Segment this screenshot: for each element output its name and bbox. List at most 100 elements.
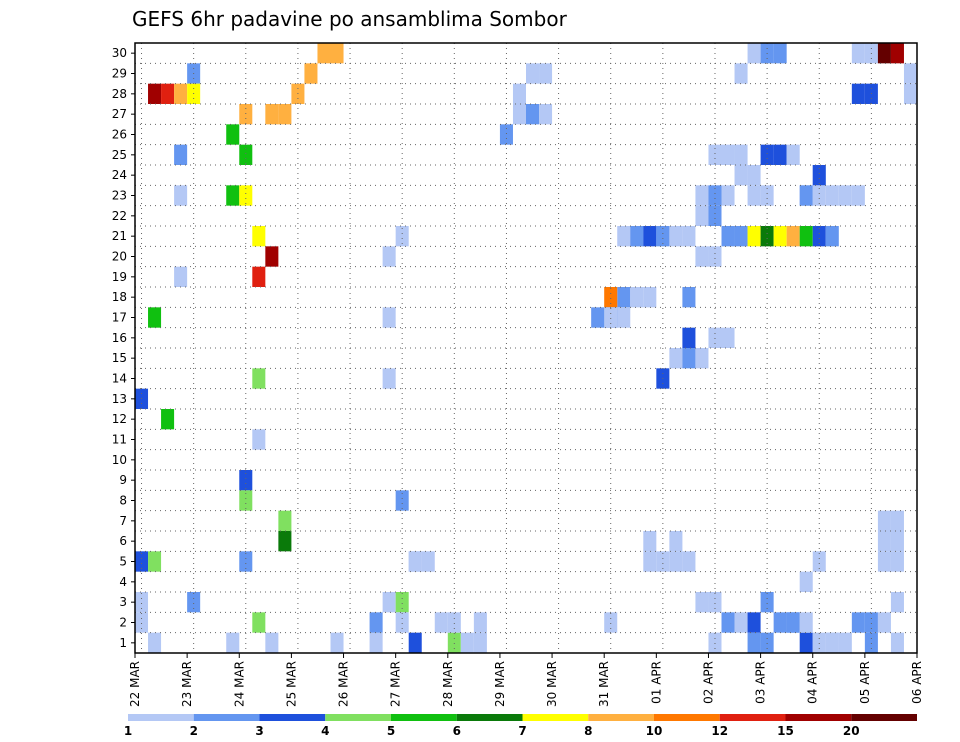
heatmap-cell xyxy=(239,470,253,491)
heatmap-cell xyxy=(226,632,240,653)
heatmap-cell xyxy=(708,592,722,613)
heatmap-cell xyxy=(252,226,266,247)
heatmap-cell xyxy=(760,144,774,165)
heatmap-cell xyxy=(721,612,735,633)
heatmap-cell xyxy=(890,43,904,64)
heatmap-cell xyxy=(304,63,318,84)
heatmap-cell xyxy=(851,83,865,104)
x-tick-label: 02 APR xyxy=(701,661,715,704)
heatmap-cell xyxy=(747,185,761,206)
y-tick-label: 12 xyxy=(112,412,127,426)
heatmap-cell xyxy=(903,63,917,84)
x-tick-label: 25 MAR xyxy=(284,661,298,707)
heatmap-cell xyxy=(682,551,696,572)
heatmap-cell xyxy=(695,205,709,226)
y-tick-label: 7 xyxy=(119,514,127,528)
heatmap-cell xyxy=(890,592,904,613)
heatmap-cell xyxy=(369,612,383,633)
heatmap-cell xyxy=(135,592,149,613)
heatmap-cell xyxy=(851,612,865,633)
heatmap-cell xyxy=(695,185,709,206)
heatmap-cell xyxy=(265,104,279,125)
heatmap-cell xyxy=(278,531,292,552)
heatmap-cell xyxy=(708,632,722,653)
heatmap-cell xyxy=(174,185,188,206)
heatmap-cell xyxy=(799,571,813,592)
y-tick-label: 2 xyxy=(119,616,127,630)
heatmap-cell xyxy=(812,551,826,572)
heatmap-cell xyxy=(773,144,787,165)
heatmap-cell xyxy=(630,287,644,308)
heatmap-cell xyxy=(473,632,487,653)
heatmap-cell xyxy=(838,185,852,206)
heatmap-cell xyxy=(604,287,618,308)
heatmap-cell xyxy=(760,592,774,613)
heatmap-cell xyxy=(135,612,149,633)
heatmap-cell xyxy=(812,185,826,206)
heatmap-cell xyxy=(747,632,761,653)
colorbar-label: 6 xyxy=(453,724,461,738)
y-tick-label: 29 xyxy=(112,67,127,81)
y-tick-label: 10 xyxy=(112,453,127,467)
heatmap-cell xyxy=(239,551,253,572)
heatmap-cell xyxy=(721,327,735,348)
x-tick-label: 31 MAR xyxy=(597,661,611,707)
heatmap-cell xyxy=(643,226,657,247)
heatmap-cell xyxy=(656,226,670,247)
colorbar-label: 15 xyxy=(777,724,794,738)
heatmap-cell xyxy=(252,612,266,633)
colorbar-segment xyxy=(719,714,786,721)
heatmap-cell xyxy=(799,185,813,206)
heatmap-cell xyxy=(382,592,396,613)
heatmap-cell xyxy=(408,632,422,653)
colorbar-label: 5 xyxy=(387,724,395,738)
grid-lines xyxy=(135,43,917,653)
x-tick-label: 28 MAR xyxy=(441,661,455,707)
heatmap-cell xyxy=(330,43,344,64)
heatmap-cell xyxy=(395,490,409,511)
heatmap-cell xyxy=(721,144,735,165)
heatmap-cell xyxy=(526,104,540,125)
heatmap-cell xyxy=(825,226,839,247)
heatmap-cell xyxy=(877,531,891,552)
x-tick-label: 22 MAR xyxy=(128,661,142,707)
heatmap-cell xyxy=(877,551,891,572)
x-axis: 22 MAR 23 MAR 24 MAR 25 MAR 26 MAR 27 MAR 28 M… xyxy=(128,653,924,707)
heatmap-cell xyxy=(604,307,618,328)
heatmap-cell xyxy=(265,632,279,653)
heatmap-cell xyxy=(825,185,839,206)
heatmap-cell xyxy=(877,612,891,633)
heatmap-cell xyxy=(890,531,904,552)
colorbar-segment xyxy=(522,714,589,721)
heatmap-cell xyxy=(890,632,904,653)
y-tick-label: 21 xyxy=(112,229,127,243)
heatmap-cell xyxy=(734,612,748,633)
heatmap-cell xyxy=(161,409,175,430)
x-tick-label: 05 APR xyxy=(858,661,872,704)
heatmap-cell xyxy=(421,551,435,572)
y-tick-label: 19 xyxy=(112,270,127,284)
heatmap-cell xyxy=(890,510,904,531)
heatmap-cell xyxy=(226,124,240,145)
heatmap-cell xyxy=(148,632,162,653)
heatmap-cell xyxy=(239,490,253,511)
heatmap-cell xyxy=(708,246,722,267)
heatmap-cell xyxy=(708,185,722,206)
heatmap-cell xyxy=(799,612,813,633)
colorbar-label: 10 xyxy=(646,724,663,738)
heatmap-cell xyxy=(786,144,800,165)
colorbar-label: 3 xyxy=(255,724,263,738)
heatmap-cell xyxy=(408,551,422,572)
heatmap-cell xyxy=(799,226,813,247)
heatmap-cell xyxy=(174,266,188,287)
heatmap-cell xyxy=(708,327,722,348)
heatmap-cell xyxy=(148,83,162,104)
heatmap-cell xyxy=(760,226,774,247)
heatmap-cell xyxy=(512,83,526,104)
y-tick-label: 16 xyxy=(112,331,127,345)
heatmap-cell xyxy=(148,307,162,328)
heatmap-cell xyxy=(695,348,709,369)
heatmap-cell xyxy=(669,226,683,247)
heatmap-cell xyxy=(278,510,292,531)
